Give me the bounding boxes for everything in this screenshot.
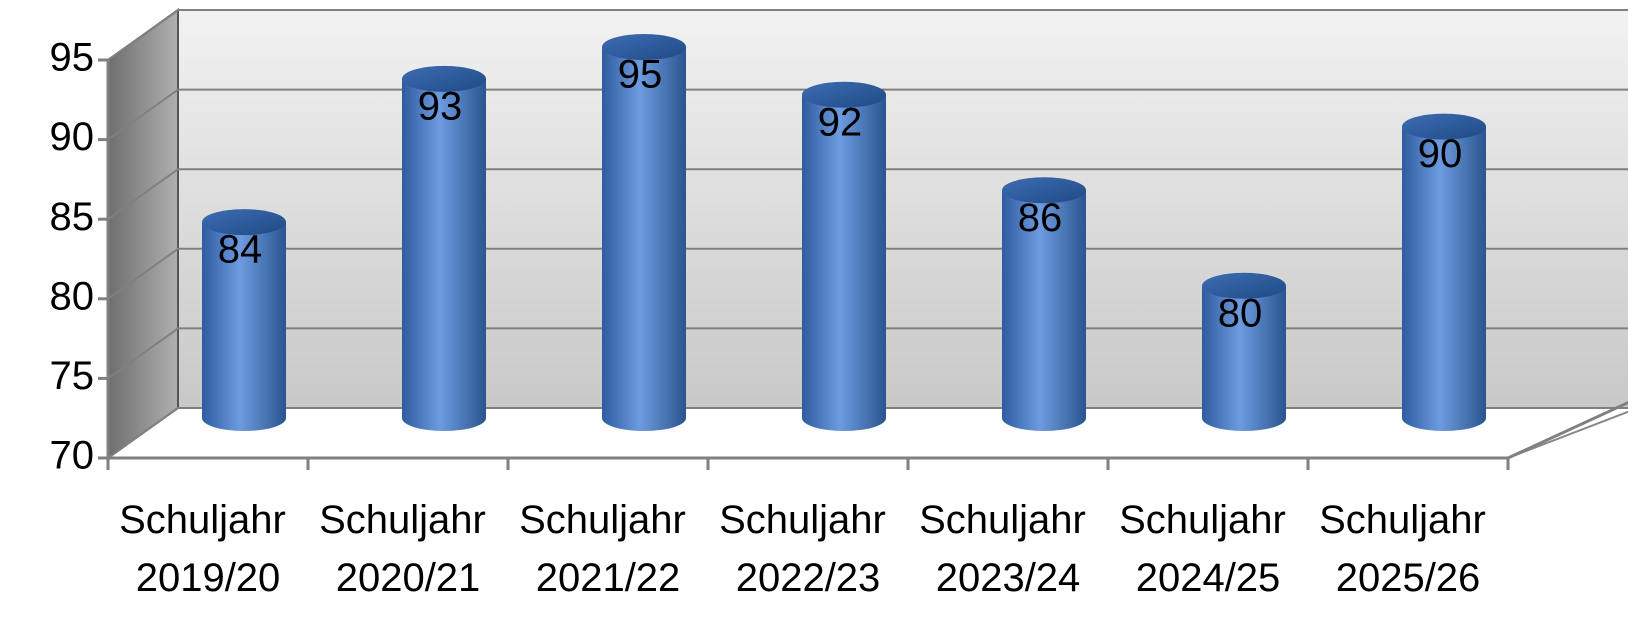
cylinder xyxy=(402,65,486,431)
bar xyxy=(402,78,486,431)
value-label: 93 xyxy=(418,84,463,128)
cylinder xyxy=(1002,177,1086,431)
bar-top xyxy=(1202,272,1286,299)
x-tick-label: Schuljahr 2020/21 xyxy=(319,498,497,600)
x-axis-end xyxy=(1507,400,1628,460)
bar-top xyxy=(1402,113,1486,140)
x-tick-label: Schuljahr 2022/23 xyxy=(719,498,897,600)
bar xyxy=(1402,126,1486,431)
grid-line xyxy=(107,9,1628,61)
cylinder xyxy=(1402,113,1486,431)
y-tick-label: 70 xyxy=(50,434,95,478)
cylinder xyxy=(1202,272,1286,431)
bar-top xyxy=(202,209,286,236)
x-tick-label: Schuljahr 2019/20 xyxy=(119,498,297,600)
bar-top xyxy=(602,34,686,60)
x-tick-label: Schuljahr 2023/24 xyxy=(919,498,1097,600)
bar xyxy=(202,222,286,431)
value-label: 95 xyxy=(618,53,663,97)
x-tick-label: Schuljahr 2021/22 xyxy=(519,498,697,600)
y-tick-label: 75 xyxy=(50,354,95,398)
cylinder xyxy=(802,81,886,431)
grid-line xyxy=(107,247,1628,300)
grid-line xyxy=(107,407,1628,459)
y-tick-label: 85 xyxy=(50,195,95,239)
bar xyxy=(802,94,886,431)
side-wall xyxy=(107,8,179,460)
bar-top xyxy=(1002,177,1086,204)
bar xyxy=(1002,190,1086,431)
bar-top xyxy=(802,81,886,108)
bar xyxy=(602,47,686,431)
value-label: 90 xyxy=(1418,132,1463,176)
bar xyxy=(1202,285,1286,431)
x-tick-label: Schuljahr 2024/25 xyxy=(1119,498,1297,600)
value-label: 84 xyxy=(218,228,263,272)
y-tick-label: 80 xyxy=(50,274,95,318)
grid-line xyxy=(107,168,1628,221)
grid-line xyxy=(107,327,1628,380)
cylinder xyxy=(602,34,686,431)
bar-top xyxy=(402,65,486,92)
x-tick-label: Schuljahr 2025/26 xyxy=(1319,498,1497,600)
y-tick-label: 90 xyxy=(50,115,95,159)
value-label: 86 xyxy=(1018,196,1063,240)
y-tick-label: 95 xyxy=(50,36,95,80)
value-label: 92 xyxy=(818,100,863,144)
cylinder xyxy=(202,209,286,431)
grid-line xyxy=(107,88,1628,141)
value-label: 80 xyxy=(1218,291,1263,335)
